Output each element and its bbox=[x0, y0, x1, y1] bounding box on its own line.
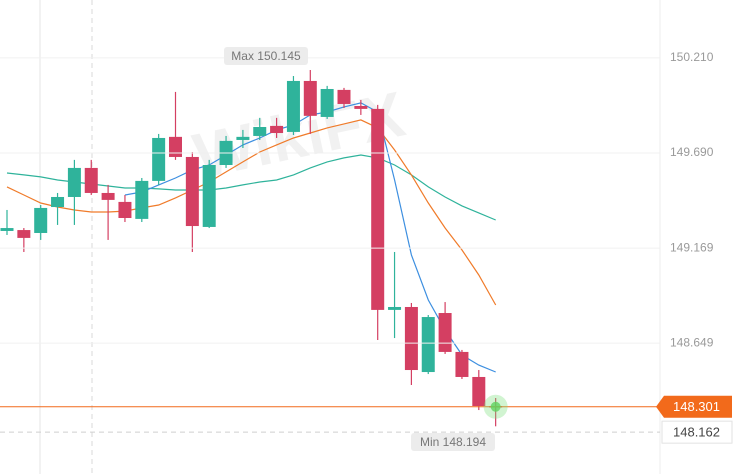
y-tick-label: 149.169 bbox=[670, 240, 714, 254]
moving-average bbox=[6, 119, 497, 306]
last-price-label: 148.301 bbox=[673, 399, 720, 414]
candle-body bbox=[84, 167, 98, 193]
candle-body bbox=[202, 165, 216, 227]
candle-body bbox=[303, 80, 317, 116]
candle-body bbox=[438, 313, 452, 352]
candle-body bbox=[371, 108, 385, 310]
candle-body bbox=[455, 351, 469, 377]
y-tick-label: 149.690 bbox=[670, 145, 714, 159]
badge-box bbox=[224, 47, 308, 65]
candle-body bbox=[34, 207, 48, 233]
y-tick-label: 150.210 bbox=[670, 50, 714, 64]
candle-body bbox=[286, 80, 300, 132]
candle-body bbox=[0, 228, 14, 231]
candle-body bbox=[185, 156, 199, 227]
candle-body bbox=[67, 167, 81, 197]
cursor-price-box bbox=[661, 420, 733, 444]
candle-body bbox=[253, 126, 267, 136]
candle-body bbox=[404, 306, 418, 371]
candle-body bbox=[472, 376, 486, 407]
candle-body bbox=[337, 89, 351, 104]
last-price-tag bbox=[656, 395, 732, 418]
live-dot bbox=[490, 401, 501, 412]
candle-body bbox=[118, 201, 132, 218]
candle-body bbox=[135, 180, 149, 219]
cursor-price-label: 148.162 bbox=[673, 425, 720, 440]
badge-label: Min 148.194 bbox=[420, 435, 486, 449]
candle-body bbox=[169, 136, 182, 157]
candle-body bbox=[17, 230, 31, 238]
y-tick-label: 148.649 bbox=[670, 335, 714, 349]
candle-body bbox=[236, 136, 250, 140]
candle-body bbox=[101, 192, 115, 200]
badge-label: Max 150.145 bbox=[231, 49, 301, 63]
candle-body bbox=[270, 125, 284, 134]
badge-box bbox=[411, 433, 495, 451]
candle-body bbox=[320, 88, 334, 117]
candle-body bbox=[51, 196, 65, 208]
candle-body bbox=[421, 317, 435, 373]
candle-body bbox=[354, 105, 368, 109]
candle-body bbox=[388, 306, 402, 310]
candle-body bbox=[152, 137, 166, 181]
